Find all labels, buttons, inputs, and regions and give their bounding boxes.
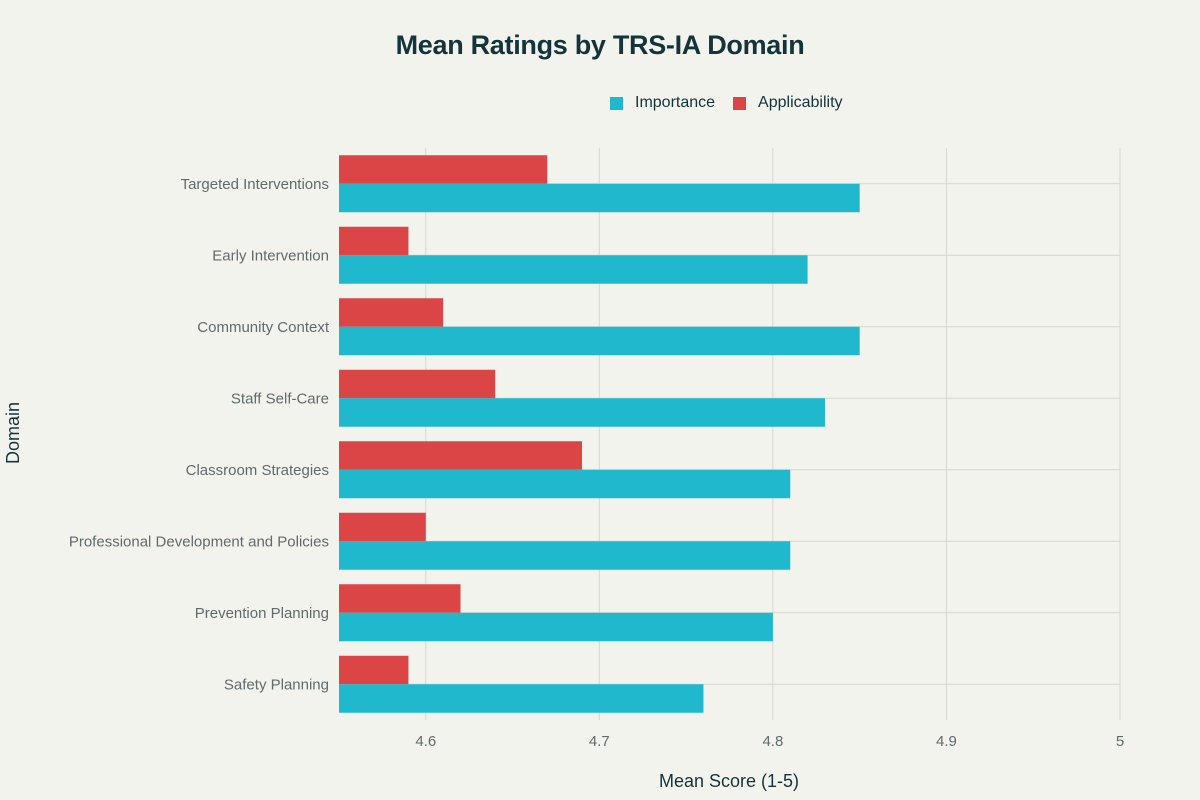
legend-item-applicability[interactable]: Applicability: [733, 94, 843, 112]
bar-applicability[interactable]: [339, 155, 548, 184]
bar-applicability[interactable]: [339, 441, 582, 470]
bar-applicability[interactable]: [339, 655, 409, 685]
legend-swatch-importance: [610, 96, 623, 110]
x-tick-label: 4.9: [936, 733, 957, 750]
y-tick-label: Prevention Planning: [195, 605, 329, 622]
bar-importance[interactable]: [339, 541, 791, 570]
bar-applicability[interactable]: [339, 369, 496, 399]
bars: [339, 155, 860, 713]
chart-title: Mean Ratings by TRS-IA Domain: [395, 30, 805, 60]
y-tick-labels: Targeted Interventions Early Intervention…: [69, 176, 330, 694]
bar-importance[interactable]: [339, 684, 704, 713]
bar-importance[interactable]: [339, 326, 860, 356]
legend-item-importance[interactable]: Importance: [610, 94, 715, 112]
y-tick-label: Safety Planning: [224, 676, 329, 693]
legend: Importance Applicability: [610, 92, 861, 114]
x-tick-label: 4.7: [589, 733, 610, 750]
legend-label-applicability: Applicability: [758, 94, 843, 111]
bar-applicability[interactable]: [339, 512, 426, 542]
y-tick-label: Targeted Interventions: [181, 176, 329, 193]
y-tick-label: Classroom Strategies: [186, 462, 329, 479]
x-tick-label: 4.8: [762, 733, 783, 750]
legend-swatch-applicability: [733, 96, 747, 110]
x-axis-title: Mean Score (1-5): [659, 771, 799, 791]
y-tick-label: Staff Self-Care: [231, 390, 329, 407]
y-tick-label: Professional Development and Policies: [69, 533, 329, 550]
bar-applicability[interactable]: [339, 584, 461, 613]
x-tick-labels: 4.6 4.7 4.8 4.9 5: [415, 733, 1124, 750]
y-tick-label: Community Context: [197, 319, 330, 336]
y-axis-title: Domain: [3, 402, 23, 464]
legend-label-importance: Importance: [635, 94, 716, 111]
bar-importance[interactable]: [339, 398, 825, 427]
bar-applicability[interactable]: [339, 298, 444, 327]
bar-importance[interactable]: [339, 612, 773, 642]
y-tick-label: Early Intervention: [212, 247, 329, 264]
x-tick-label: 4.6: [415, 733, 436, 750]
bar-applicability[interactable]: [339, 226, 409, 256]
x-tick-label: 5: [1116, 733, 1124, 750]
bar-importance[interactable]: [339, 183, 860, 213]
bar-importance[interactable]: [339, 469, 791, 499]
bar-importance[interactable]: [339, 255, 808, 284]
